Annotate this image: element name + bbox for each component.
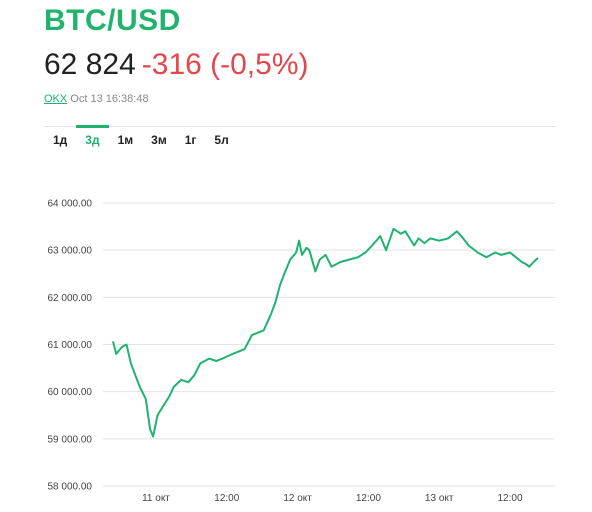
x-tick-label: 11 окт — [142, 493, 170, 504]
y-tick-label: 59 000.00 — [48, 434, 93, 445]
price-change: -316 (-0,5%) — [141, 48, 309, 81]
y-tick-label: 58 000.00 — [48, 482, 93, 493]
tabs-divider — [44, 126, 556, 127]
x-tick-label: 12 окт — [283, 493, 312, 504]
price-series-line — [112, 227, 539, 438]
x-tick-label: 12:00 — [214, 493, 239, 504]
x-tick-label: 12:00 — [497, 493, 522, 504]
tab-1y[interactable]: 1г — [184, 133, 197, 147]
y-tick-label: 63 000.00 — [48, 246, 93, 257]
quote-meta: OKX Oct 13 16:38:48 — [44, 93, 149, 105]
tab-5y[interactable]: 5л — [214, 133, 229, 147]
x-tick-label: 12:00 — [356, 493, 381, 504]
x-tick-label: 13 окт — [425, 493, 454, 504]
tab-3d[interactable]: 3д — [76, 125, 109, 156]
tab-3m[interactable]: 3м — [151, 133, 167, 147]
quote-timestamp: Oct 13 16:38:48 — [70, 93, 149, 105]
y-tick-label: 62 000.00 — [48, 293, 93, 304]
pair-title: BTC/USD — [44, 4, 181, 37]
y-tick-label: 64 000.00 — [48, 199, 93, 210]
period-tabs: 1д 3д 1м 3м 1г 5л — [44, 125, 238, 156]
tab-1d[interactable]: 1д — [53, 133, 68, 147]
current-price: 62 824 — [44, 48, 136, 81]
tab-1m[interactable]: 1м — [117, 133, 134, 147]
y-tick-label: 61 000.00 — [48, 340, 93, 351]
exchange-link[interactable]: OKX — [44, 93, 68, 105]
y-tick-label: 60 000.00 — [48, 387, 93, 398]
price-row: 62 824 -316 (-0,5%) — [44, 48, 309, 82]
